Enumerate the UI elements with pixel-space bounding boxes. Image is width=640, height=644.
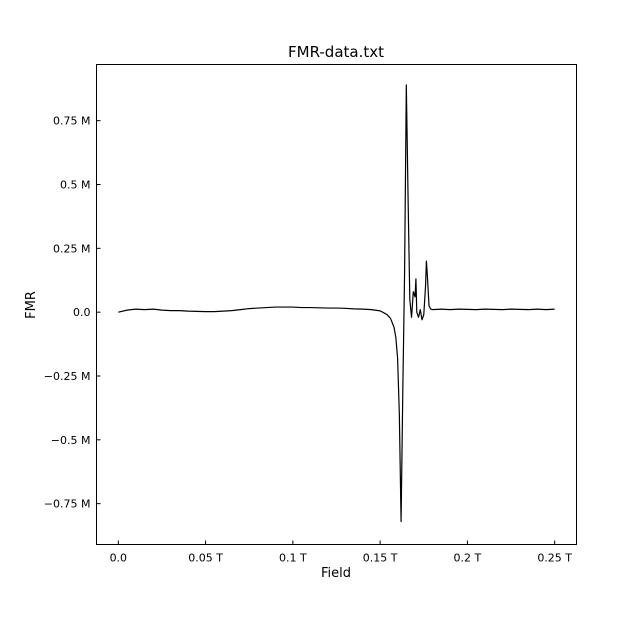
x-tick-label: 0.25 T (537, 552, 572, 565)
y-axis-label: FMR (24, 291, 39, 319)
x-tick-label: 0.05 T (188, 552, 223, 565)
plot-frame (96, 64, 577, 545)
x-tick-label: 0.2 T (454, 552, 482, 565)
y-tick-label: 0.0 (73, 306, 91, 319)
chart-title: FMR-data.txt (288, 43, 384, 61)
y-axis: 0.75 M 0.5 M 0.25 M 0.0 −0.25 M −0.5 M −0.75 M (44, 115, 101, 511)
x-tick-label: 0.0 (110, 552, 128, 565)
y-tick-label: −0.5 M (51, 434, 91, 447)
y-tick-label: 0.5 M (60, 179, 90, 192)
y-tick-label: −0.25 M (44, 370, 91, 383)
y-tick-label: 0.75 M (53, 115, 90, 128)
x-tick-label: 0.1 T (279, 552, 307, 565)
x-axis: 0.0 0.05 T 0.1 T 0.15 T 0.2 T 0.25 T (110, 540, 572, 565)
fmr-series-line (118, 84, 555, 523)
x-tick-label: 0.15 T (363, 552, 398, 565)
y-tick-label: −0.75 M (44, 498, 91, 511)
x-axis-label: Field (321, 566, 351, 581)
y-tick-label: 0.25 M (53, 242, 90, 255)
